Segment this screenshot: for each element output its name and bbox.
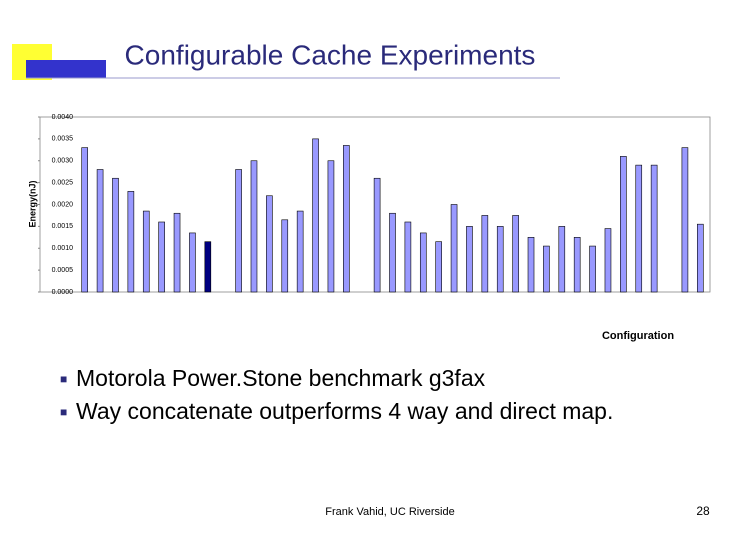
bar — [620, 156, 627, 293]
bar — [481, 215, 489, 293]
y-tick-label: 0.0010 — [52, 245, 74, 252]
bar — [112, 177, 119, 293]
bullet-marker: ■ — [60, 372, 67, 386]
bar — [266, 195, 273, 293]
bar — [173, 212, 181, 293]
y-tick-label: 0.0005 — [52, 267, 74, 274]
bar — [681, 147, 689, 293]
bar — [250, 160, 258, 293]
bar — [650, 164, 658, 293]
decoration — [26, 60, 106, 78]
bar — [96, 169, 104, 293]
y-tick-label: 0.0025 — [52, 179, 74, 186]
bar — [127, 191, 135, 293]
bar — [543, 245, 550, 293]
bar — [235, 169, 242, 293]
bar — [512, 215, 519, 293]
y-tick-label: 0.0000 — [52, 289, 74, 296]
bar — [466, 226, 473, 293]
bar — [404, 221, 412, 293]
bar — [327, 160, 335, 293]
bar — [189, 232, 196, 293]
page-number: 28 — [696, 504, 710, 518]
bar — [204, 241, 212, 293]
bar — [589, 245, 596, 293]
bar — [389, 212, 396, 293]
bar — [604, 228, 612, 293]
y-tick-label: 0.0035 — [52, 136, 74, 143]
slide-title: Configurable Cache Experiments — [125, 39, 536, 70]
bar — [435, 241, 442, 293]
y-axis-label: Energy(nJ) — [27, 180, 37, 227]
bar — [81, 147, 88, 293]
bullet-text: Motorola Power.Stone benchmark g3fax — [76, 365, 486, 391]
bar — [281, 219, 289, 293]
bar — [158, 221, 165, 293]
bar — [142, 210, 150, 293]
bullet-text: Way concatenate outperforms 4 way and di… — [76, 398, 613, 424]
bar — [573, 237, 581, 293]
bar — [343, 145, 350, 293]
y-tick-label: 0.0020 — [52, 201, 74, 208]
bar — [296, 210, 304, 293]
y-tick-label: 0.0015 — [52, 223, 74, 230]
bar — [496, 226, 504, 293]
bar — [697, 223, 704, 293]
bar — [373, 177, 381, 293]
bar — [419, 232, 427, 293]
bar — [312, 138, 319, 293]
y-tick-label: 0.0030 — [52, 158, 74, 165]
bullet-marker: ■ — [60, 405, 67, 419]
bar — [450, 204, 458, 293]
footer: Frank Vahid, UC Riverside — [325, 506, 454, 518]
bar — [527, 237, 535, 293]
x-axis-label: Configuration — [602, 330, 674, 342]
y-tick-label: 0.0040 — [52, 114, 74, 121]
bar — [635, 164, 643, 293]
bar — [558, 226, 566, 293]
